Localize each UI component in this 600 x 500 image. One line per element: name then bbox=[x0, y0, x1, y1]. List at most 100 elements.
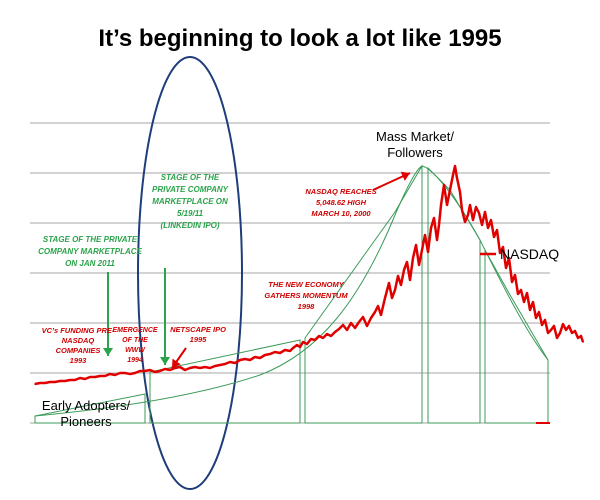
nasdaq-point bbox=[550, 329, 552, 331]
nasdaq-point bbox=[229, 361, 231, 363]
annotation-line: STAGE OF THE bbox=[161, 173, 220, 182]
nasdaq-point bbox=[490, 219, 492, 221]
nasdaq-point bbox=[302, 341, 304, 343]
annotation-line: ON JAN 2011 bbox=[65, 259, 115, 268]
annotation-line: OF THE bbox=[122, 337, 148, 344]
nasdaq-point bbox=[124, 372, 126, 374]
adoption-stage-block bbox=[149, 339, 301, 424]
arrow-linkedin-ipo bbox=[160, 268, 170, 365]
nasdaq-point bbox=[400, 284, 402, 286]
nasdaq-point bbox=[184, 369, 186, 371]
nasdaq-point bbox=[505, 267, 507, 269]
nasdaq-point bbox=[464, 221, 466, 223]
nasdaq-point bbox=[456, 177, 458, 179]
nasdaq-point bbox=[134, 372, 136, 374]
nasdaq-point bbox=[452, 174, 454, 176]
nasdaq-point bbox=[487, 227, 489, 229]
annotation-line: Early Adopters/ bbox=[42, 398, 131, 413]
annotation-line: 5,048.62 HIGH bbox=[316, 198, 367, 207]
annotation-private-jan-2011: STAGE OF THE PRIVATE COMPANY MARKETPLACE O… bbox=[38, 235, 142, 268]
nasdaq-point bbox=[330, 335, 332, 337]
nasdaq-point bbox=[461, 209, 463, 211]
annotation-emergence-www: EMERGENCE OF THE WWW 1994 bbox=[112, 327, 157, 364]
annotation-line: 5/19/11 bbox=[177, 209, 204, 218]
nasdaq-point bbox=[493, 236, 495, 238]
nasdaq-point bbox=[306, 343, 308, 345]
nasdaq-point bbox=[459, 191, 461, 193]
nasdaq-point bbox=[430, 227, 432, 229]
adoption-stage-block bbox=[484, 248, 549, 424]
nasdaq-point bbox=[49, 381, 51, 383]
nasdaq-point bbox=[269, 353, 271, 355]
nasdaq-point bbox=[209, 367, 211, 369]
nasdaq-point bbox=[397, 275, 399, 277]
focus-ellipse bbox=[137, 56, 243, 490]
arrow-jan-2011 bbox=[103, 272, 113, 356]
nasdaq-point bbox=[577, 337, 579, 339]
nasdaq-point bbox=[179, 366, 181, 368]
nasdaq-point bbox=[391, 297, 393, 299]
nasdaq-point bbox=[454, 165, 456, 167]
annotation-line: NASDAQ REACHES bbox=[305, 187, 376, 196]
nasdaq-point bbox=[409, 279, 411, 281]
nasdaq-point bbox=[523, 301, 525, 303]
nasdaq-point bbox=[164, 368, 166, 370]
nasdaq-point bbox=[350, 322, 352, 324]
annotation-line: 1995 bbox=[190, 335, 208, 344]
annotation-private-linkedin: STAGE OF THE PRIVATE COMPANY MARKETPLACE O… bbox=[152, 173, 229, 230]
nasdaq-point bbox=[354, 327, 356, 329]
nasdaq-point bbox=[362, 316, 364, 318]
nasdaq-point bbox=[478, 212, 480, 214]
annotation-line: NASDAQ bbox=[62, 336, 95, 345]
annotation-line: EMERGENCE bbox=[112, 327, 157, 334]
nasdaq-point bbox=[538, 311, 540, 313]
nasdaq-point bbox=[508, 257, 510, 259]
nasdaq-point bbox=[322, 337, 324, 339]
nasdaq-point bbox=[34, 383, 36, 385]
nasdaq-point bbox=[496, 229, 498, 231]
adoption-stage-block bbox=[34, 393, 146, 424]
nasdaq-point bbox=[388, 282, 390, 284]
annotation-early-adopters: Early Adopters/Pioneers bbox=[42, 398, 131, 429]
nasdaq-point bbox=[199, 367, 201, 369]
nasdaq-point bbox=[69, 379, 71, 381]
nasdaq-point bbox=[139, 370, 141, 372]
nasdaq-point bbox=[194, 366, 196, 368]
nasdaq-point bbox=[440, 204, 442, 206]
nasdaq-point bbox=[89, 376, 91, 378]
annotation-mass-market: Mass Market/Followers bbox=[376, 129, 454, 160]
nasdaq-point bbox=[377, 305, 379, 307]
nasdaq-point bbox=[79, 377, 81, 379]
nasdaq-point bbox=[318, 335, 320, 337]
nasdaq-point bbox=[358, 321, 360, 323]
annotation-line: MARKETPLACE ON bbox=[152, 197, 228, 206]
nasdaq-point bbox=[44, 382, 46, 384]
nasdaq-point bbox=[234, 362, 236, 364]
annotation-line: VC’s FUNDING PRE- bbox=[42, 326, 115, 335]
nasdaq-point bbox=[310, 338, 312, 340]
annotation-line: 1994 bbox=[127, 357, 143, 364]
nasdaq-point bbox=[296, 344, 298, 346]
nasdaq-point bbox=[446, 204, 448, 206]
nasdaq-point bbox=[314, 339, 316, 341]
annotation-line: NETSCAPE IPO bbox=[170, 325, 226, 334]
nasdaq-point bbox=[338, 328, 340, 330]
nasdaq-point bbox=[39, 382, 41, 384]
nasdaq-point bbox=[94, 376, 96, 378]
nasdaq-point bbox=[467, 214, 469, 216]
legend-label-nasdaq: NASDAQ bbox=[500, 246, 559, 262]
nasdaq-point bbox=[144, 370, 146, 372]
nasdaq-point bbox=[149, 369, 151, 371]
nasdaq-point bbox=[436, 239, 438, 241]
nasdaq-point bbox=[394, 289, 396, 291]
nasdaq-point bbox=[264, 354, 266, 356]
nasdaq-point bbox=[553, 325, 555, 327]
nasdaq-point bbox=[274, 351, 276, 353]
nasdaq-point bbox=[59, 380, 61, 382]
annotation-line: COMPANIES bbox=[56, 346, 101, 355]
nasdaq-point bbox=[517, 293, 519, 295]
nasdaq-point bbox=[514, 274, 516, 276]
nasdaq-point bbox=[544, 319, 546, 321]
nasdaq-point bbox=[259, 357, 261, 359]
